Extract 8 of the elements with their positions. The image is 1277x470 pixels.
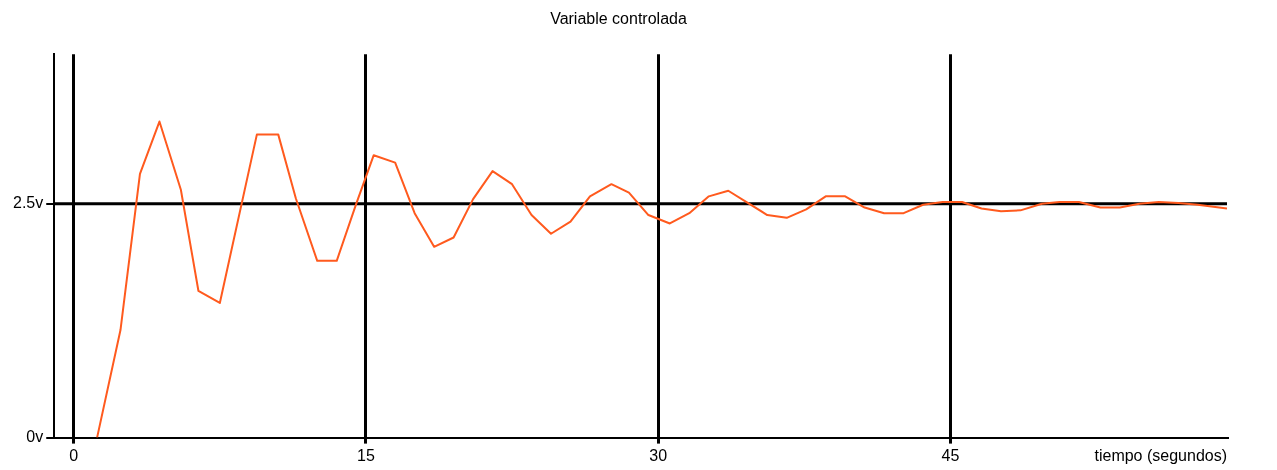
y-tick-label: 0v bbox=[26, 428, 44, 446]
y-tick-label: 2.5v bbox=[12, 194, 44, 212]
x-tick-label: 30 bbox=[649, 446, 668, 464]
x-tick-label: 0 bbox=[69, 446, 79, 464]
x-axis-title: tiempo (segundos) bbox=[1094, 446, 1227, 464]
x-tick-label: 15 bbox=[357, 446, 375, 464]
x-tick-label: 45 bbox=[941, 446, 960, 464]
chart-title: Variable controlada bbox=[550, 10, 687, 28]
